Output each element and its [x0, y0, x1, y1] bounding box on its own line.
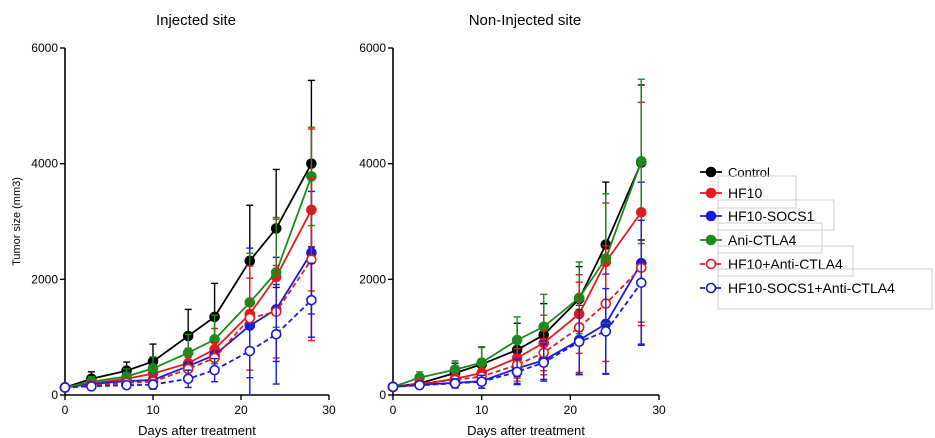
data-point	[59, 382, 71, 393]
legend-label-box	[717, 199, 835, 231]
series-ani-ctla4	[387, 78, 647, 393]
legend: Control HF10 HF10-SOCS1 Ani-CTLA4 HF10+Anti-…	[700, 165, 933, 310]
y-tick-label: 0	[51, 388, 58, 402]
data-point	[244, 312, 256, 324]
x-tick-label: 0	[62, 403, 69, 417]
y-tick-label: 4000	[31, 157, 58, 171]
legend-label-box	[717, 245, 854, 277]
series-line	[64, 259, 313, 389]
data-point	[600, 326, 612, 337]
data-point	[147, 379, 159, 390]
x-tick-label: 10	[475, 403, 489, 417]
legend-marker	[705, 282, 717, 294]
non-injected-site-panel: Non-Injected site 0 2000 4000 6000 0 10 20 30 Day…	[359, 12, 666, 438]
x-axis-label: Days after treatment	[138, 423, 256, 438]
series-hf10-socs1-anti-ctla4	[59, 262, 317, 393]
data-point	[182, 373, 194, 385]
legend-label-box	[717, 222, 823, 254]
data-point	[538, 357, 550, 368]
legend-label: HF10	[728, 185, 762, 201]
legend-marker	[705, 210, 717, 222]
data-point	[182, 347, 194, 359]
legend-marker	[705, 187, 717, 199]
y-tick-label: 2000	[359, 272, 386, 286]
x-tick-label: 30	[652, 403, 666, 417]
x-tick-label: 0	[390, 403, 397, 417]
y-axis-label: Tumor size (mm3)	[11, 177, 23, 266]
data-point	[449, 378, 461, 389]
data-point	[635, 156, 647, 167]
data-point	[573, 336, 585, 348]
legend-label-box	[717, 175, 797, 209]
data-point	[635, 277, 647, 289]
data-point	[476, 357, 487, 368]
data-point	[270, 328, 282, 340]
y-tick-label: 2000	[31, 272, 58, 286]
injected-site-panel: Injected site 0 2000 4000 6000 0 10 20 30 Days af…	[11, 12, 336, 438]
data-point	[244, 345, 256, 357]
data-point	[306, 294, 317, 306]
data-point	[86, 381, 97, 392]
legend-marker	[705, 258, 717, 270]
data-point	[414, 379, 425, 391]
panel-title: Non-Injected site	[469, 12, 582, 29]
x-tick-label: 10	[146, 403, 160, 417]
legend-label: HF10-SOCS1	[728, 208, 815, 224]
data-point	[387, 381, 399, 393]
data-point	[511, 334, 523, 346]
legend-label: HF10-SOCS1+Anti-CTLA4	[728, 280, 895, 296]
legend-label: Control	[728, 165, 770, 180]
panel-title: Injected site	[156, 12, 236, 29]
y-tick-label: 4000	[359, 157, 386, 171]
data-point	[476, 376, 487, 387]
series-hf10-socs1-anti-ctla4	[387, 219, 647, 393]
legend-label: Ani-CTLA4	[728, 232, 797, 248]
legend-marker	[705, 166, 717, 178]
data-point	[209, 364, 220, 376]
series-ani-ctla4	[59, 126, 317, 393]
x-axis-label: Days after treatment	[467, 423, 585, 438]
data-point	[538, 321, 550, 333]
x-tick-label: 20	[564, 403, 578, 417]
legend-label: HF10+Anti-CTLA4	[728, 256, 843, 272]
legend-label-box	[717, 268, 933, 310]
y-tick-label: 6000	[31, 41, 58, 55]
series-hf10-anti-ctla4	[59, 178, 317, 393]
x-tick-label: 30	[322, 403, 336, 417]
data-point	[121, 379, 132, 391]
data-point	[147, 363, 159, 374]
y-tick-label: 0	[379, 388, 386, 402]
y-tick-label: 6000	[359, 41, 386, 55]
x-tick-label: 20	[234, 403, 248, 417]
data-point	[449, 364, 461, 375]
legend-marker	[705, 234, 717, 246]
data-point	[511, 366, 523, 378]
